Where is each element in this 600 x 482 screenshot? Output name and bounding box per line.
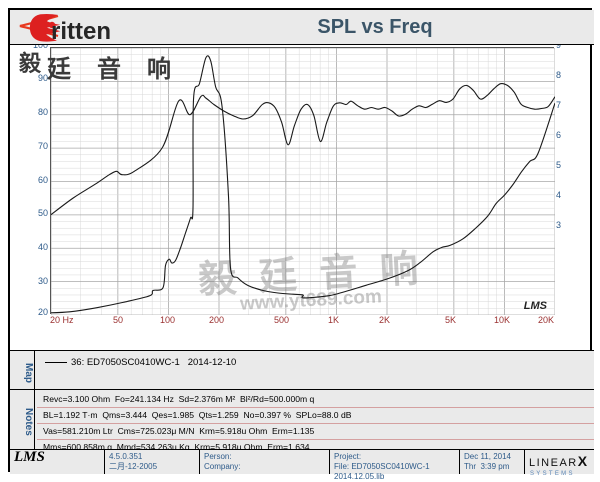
svg-text:ritten: ritten [51, 18, 111, 44]
